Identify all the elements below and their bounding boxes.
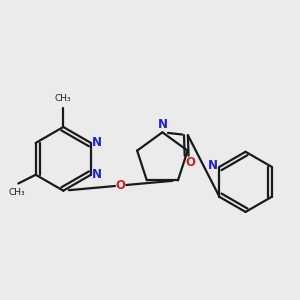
Text: N: N: [208, 159, 218, 172]
Text: O: O: [185, 155, 195, 169]
Text: N: N: [158, 118, 167, 131]
Text: O: O: [116, 179, 126, 192]
Text: CH₃: CH₃: [8, 188, 25, 197]
Text: N: N: [92, 136, 102, 149]
Text: N: N: [92, 168, 102, 181]
Text: CH₃: CH₃: [55, 94, 72, 103]
